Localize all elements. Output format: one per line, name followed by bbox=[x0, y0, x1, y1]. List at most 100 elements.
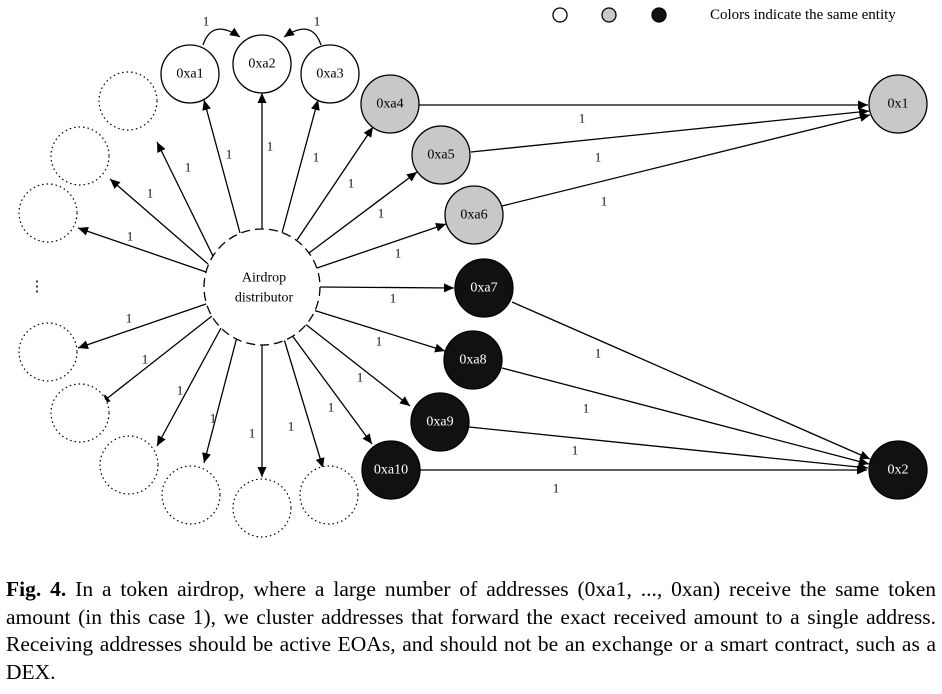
node-0xa4-circle bbox=[360, 74, 420, 134]
edge-distributor-dotted-4 bbox=[77, 303, 207, 350]
airdrop-distributor-circle bbox=[203, 228, 321, 346]
node-0xa5-circle bbox=[411, 125, 471, 185]
edge-0xa5-0x1 bbox=[470, 107, 870, 153]
edges-distributor-named bbox=[202, 93, 455, 445]
node-0xa2-circle bbox=[232, 34, 292, 94]
distributor-label-line2: distributor bbox=[235, 291, 294, 306]
edge-label: 1 bbox=[226, 147, 233, 162]
node-0xa6-circle bbox=[444, 185, 504, 245]
edge-distributor-0xa3 bbox=[281, 99, 320, 234]
edge-0xa3-0xa2 bbox=[283, 27, 322, 46]
node-0xa1-label: 0xa1 bbox=[176, 67, 203, 82]
edge-label: 1 bbox=[376, 334, 383, 349]
edge-label: 1 bbox=[147, 186, 154, 201]
edge-labels: 1 1 1 1 1 1 1 1 1 1 1 1 1 1 1 1 1 1 1 1 … bbox=[126, 14, 608, 496]
edge-label: 1 bbox=[378, 206, 385, 221]
edge-distributor-0xa9 bbox=[303, 322, 411, 407]
edge-label: 1 bbox=[127, 229, 134, 244]
edge-label: 1 bbox=[583, 401, 590, 416]
node-0xa9-label: 0xa9 bbox=[426, 415, 453, 430]
edge-label: 1 bbox=[395, 246, 402, 261]
edge-label: 1 bbox=[267, 139, 274, 154]
edges-unnamed bbox=[77, 141, 325, 477]
dotted-node bbox=[18, 322, 78, 382]
edge-0xa9-0x2 bbox=[468, 426, 869, 472]
vertical-ellipsis: ⋮ bbox=[30, 279, 45, 295]
dotted-node bbox=[18, 183, 78, 243]
edge-distributor-0xa10 bbox=[290, 333, 373, 445]
node-0x2-circle bbox=[868, 440, 928, 500]
legend-black-dot bbox=[651, 7, 667, 23]
edge-label: 1 bbox=[357, 370, 364, 385]
edge-distributor-dotted-1 bbox=[156, 141, 214, 257]
edge-label: 1 bbox=[572, 443, 579, 458]
edge-label: 1 bbox=[595, 150, 602, 165]
node-0xa2-label: 0xa2 bbox=[248, 57, 275, 72]
node-0x2-label: 0x2 bbox=[888, 463, 909, 478]
node-0xa7-label: 0xa7 bbox=[470, 281, 497, 296]
edge-label: 1 bbox=[390, 291, 397, 306]
node-0xa5-label: 0xa5 bbox=[427, 148, 454, 163]
node-0xa8-circle bbox=[443, 330, 503, 390]
edge-distributor-dotted-9 bbox=[283, 338, 325, 469]
figure-caption: Fig. 4. In a token airdrop, where a larg… bbox=[6, 576, 936, 686]
edge-label: 1 bbox=[177, 383, 184, 398]
edge-distributor-0xa1 bbox=[202, 99, 241, 234]
dotted-node bbox=[99, 435, 159, 495]
edge-label: 1 bbox=[328, 400, 335, 415]
edge-label: 1 bbox=[314, 14, 321, 29]
node-0xa7-circle bbox=[454, 258, 514, 318]
distributor-label-line1: Airdrop bbox=[242, 271, 286, 286]
edge-label: 1 bbox=[288, 419, 295, 434]
caption-text: In a token airdrop, where a large number… bbox=[6, 577, 936, 684]
node-0xa8-label: 0xa8 bbox=[459, 353, 486, 368]
dotted-node bbox=[50, 383, 110, 443]
edge-distributor-dotted-5 bbox=[99, 315, 213, 405]
legend-text: Colors indicate the same entity bbox=[710, 7, 896, 23]
edge-distributor-dotted-6 bbox=[156, 327, 222, 447]
recipient-nodes: 0xa1 0xa2 0xa3 0xa4 0xa5 0xa6 0xa7 0xa8 … bbox=[160, 34, 514, 500]
edge-label: 1 bbox=[185, 160, 192, 175]
edge-0xa1-0xa2 bbox=[202, 27, 241, 46]
edge-label: 1 bbox=[126, 311, 133, 326]
edge-distributor-dotted-7 bbox=[202, 336, 238, 464]
node-0xa3-circle bbox=[300, 44, 360, 104]
edge-distributor-0xa4 bbox=[296, 126, 374, 241]
airdrop-diagram: Colors indicate the same entity bbox=[18, 7, 928, 538]
node-0x1-label: 0x1 bbox=[888, 97, 909, 112]
edge-label: 1 bbox=[579, 111, 586, 126]
edge-label: 1 bbox=[142, 352, 149, 367]
node-0xa6-label: 0xa6 bbox=[460, 208, 487, 223]
node-0xa3-label: 0xa3 bbox=[316, 67, 343, 82]
edge-label: 1 bbox=[553, 481, 560, 496]
dotted-node bbox=[98, 71, 158, 131]
dotted-node bbox=[161, 465, 221, 525]
edges-top-cluster bbox=[202, 27, 322, 46]
edge-label: 1 bbox=[601, 194, 608, 209]
dotted-nodes: ⋮ bbox=[18, 71, 359, 538]
edge-label: 1 bbox=[203, 14, 210, 29]
legend: Colors indicate the same entity bbox=[552, 7, 896, 23]
edge-label: 1 bbox=[595, 346, 602, 361]
legend-gray-dot bbox=[601, 7, 617, 23]
edge-label: 1 bbox=[348, 176, 355, 191]
caption-label: Fig. 4. bbox=[6, 577, 67, 601]
node-0x1-circle bbox=[868, 74, 928, 134]
edge-label: 1 bbox=[249, 426, 256, 441]
node-0xa10-label: 0xa10 bbox=[374, 463, 408, 478]
node-0xa10-circle bbox=[361, 440, 421, 500]
edge-label: 1 bbox=[210, 411, 217, 426]
legend-white-dot bbox=[552, 7, 568, 23]
dotted-node bbox=[299, 465, 359, 525]
edge-distributor-0xa6 bbox=[316, 222, 447, 269]
edge-distributor-0xa5 bbox=[308, 171, 418, 254]
airdrop-distributor-node: Airdrop distributor bbox=[203, 228, 321, 346]
exit-nodes: 0x1 0x2 bbox=[868, 74, 928, 500]
node-0xa4-label: 0xa4 bbox=[376, 97, 403, 112]
edge-distributor-0xa8 bbox=[312, 309, 446, 353]
edge-label: 1 bbox=[313, 150, 320, 165]
node-0xa1-circle bbox=[160, 44, 220, 104]
edge-distributor-dotted-3 bbox=[77, 226, 207, 273]
edge-0xa7-0x2 bbox=[511, 301, 871, 460]
edges-forwarding bbox=[405, 100, 871, 475]
